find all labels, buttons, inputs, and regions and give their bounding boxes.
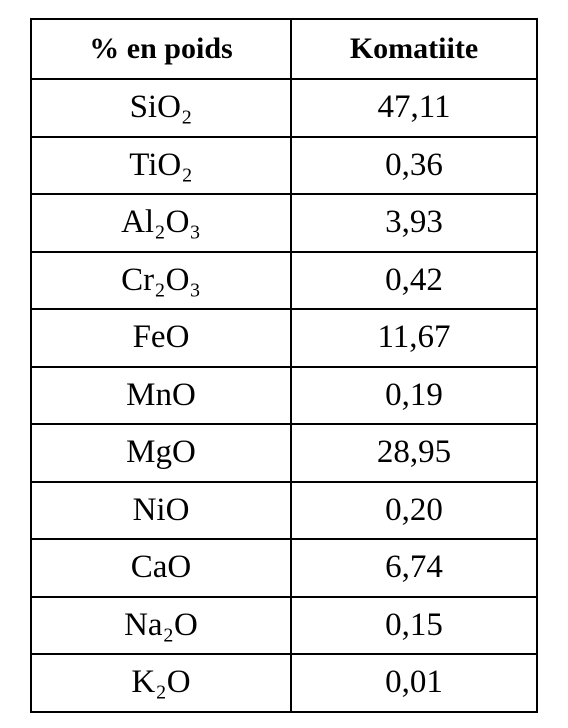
oxide-cell: MgO [30, 423, 292, 483]
value-cell: 0,20 [290, 480, 538, 540]
table-row: NiO 0,20 [30, 480, 538, 540]
value-cell: 0,19 [290, 365, 538, 425]
oxide-cell: FeO [30, 308, 292, 368]
table-row: Cr₂O₃ 0,42 [30, 250, 538, 310]
value-cell: 3,93 [290, 193, 538, 253]
header-row: % en poids Komatiite [30, 18, 538, 80]
value-cell: 0,42 [290, 250, 538, 310]
table-row: MgO 28,95 [30, 423, 538, 483]
table-row: Na₂O 0,15 [30, 595, 538, 655]
value-cell: 6,74 [290, 538, 538, 598]
oxide-cell: MnO [30, 365, 292, 425]
oxide-cell: CaO [30, 538, 292, 598]
header-cell: % en poids [30, 18, 292, 80]
table-body: SiO₂ 47,11 TiO₂ 0,36 Al₂O₃ 3,93 Cr₂O₃ 0,42 FeO 11… [30, 78, 538, 713]
composition-table: % en poids Komatiite SiO₂ 47,11 TiO₂ 0,36 Al… [30, 18, 538, 713]
value-cell: 0,36 [290, 135, 538, 195]
oxide-cell: TiO₂ [30, 135, 292, 195]
oxide-cell: Cr₂O₃ [30, 250, 292, 310]
oxide-cell: Al₂O₃ [30, 193, 292, 253]
value-cell: 47,11 [290, 78, 538, 138]
table-row: TiO₂ 0,36 [30, 135, 538, 195]
table-row: MnO 0,19 [30, 365, 538, 425]
table-row: K₂O 0,01 [30, 653, 538, 713]
oxide-cell: SiO₂ [30, 78, 292, 138]
oxide-cell: K₂O [30, 653, 292, 713]
table-header: % en poids Komatiite [30, 18, 538, 80]
table-row: SiO₂ 47,11 [30, 78, 538, 138]
header-cell: Komatiite [290, 18, 538, 80]
value-cell: 28,95 [290, 423, 538, 483]
table-row: CaO 6,74 [30, 538, 538, 598]
table-row: FeO 11,67 [30, 308, 538, 368]
value-cell: 0,01 [290, 653, 538, 713]
oxide-cell: Na₂O [30, 595, 292, 655]
value-cell: 11,67 [290, 308, 538, 368]
oxide-cell: NiO [30, 480, 292, 540]
table-row: Al₂O₃ 3,93 [30, 193, 538, 253]
value-cell: 0,15 [290, 595, 538, 655]
